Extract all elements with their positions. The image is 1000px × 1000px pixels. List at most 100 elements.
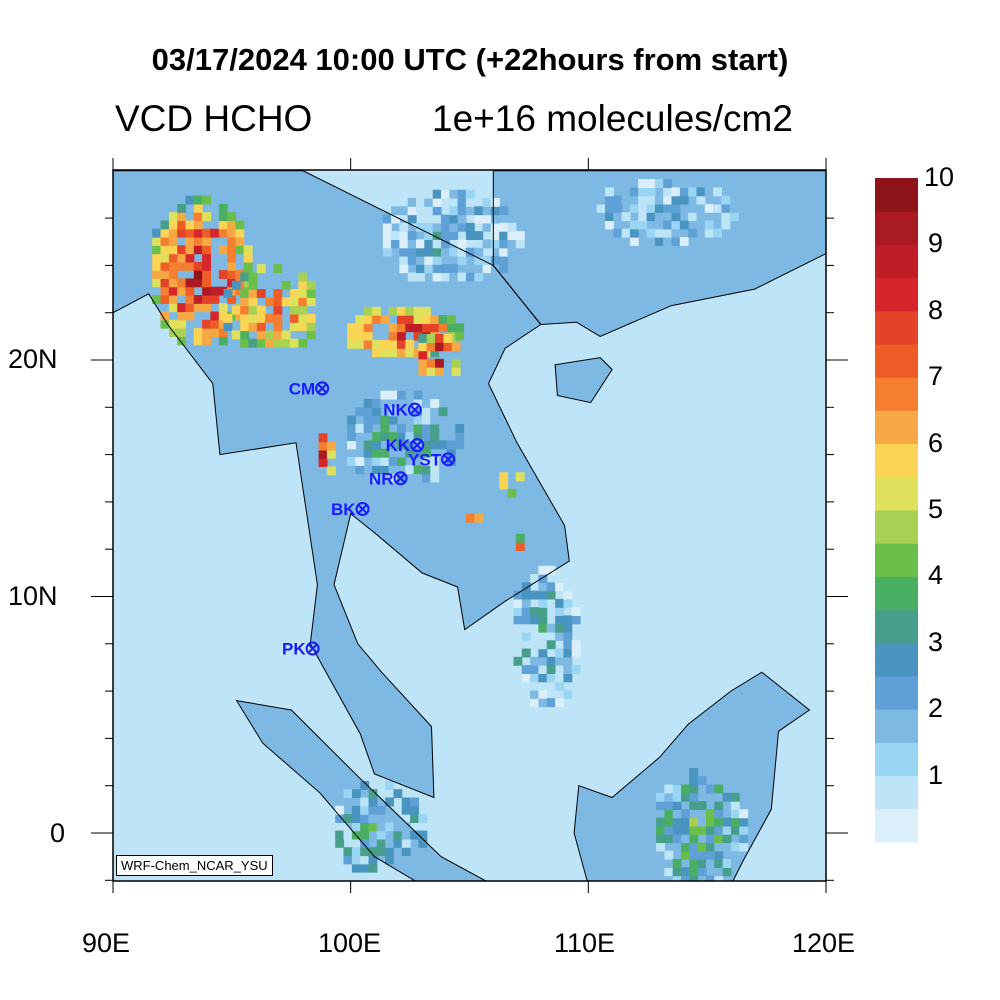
field-cell <box>318 433 328 443</box>
field-cell <box>380 432 390 441</box>
plot-title: 03/17/2024 10:00 UTC (+22hours from star… <box>151 42 789 77</box>
field-cell <box>235 245 245 255</box>
field-cell <box>397 390 406 400</box>
field-cell <box>360 838 370 848</box>
field-cell <box>499 264 509 274</box>
field-cell <box>318 449 328 459</box>
field-cell <box>231 330 241 340</box>
field-cell <box>664 825 674 835</box>
field-cell <box>422 465 431 475</box>
field-cell <box>380 457 390 466</box>
field-cell <box>563 615 573 625</box>
field-cell <box>273 297 283 307</box>
field-cell <box>388 415 398 425</box>
field-cell <box>363 323 373 333</box>
field-cell <box>416 198 425 207</box>
field-cell <box>290 313 299 323</box>
field-cell <box>273 330 283 340</box>
field-cell <box>380 448 390 458</box>
field-cell <box>663 195 673 205</box>
field-cell <box>363 407 373 417</box>
field-cell <box>185 295 195 304</box>
field-cell <box>227 253 236 263</box>
field-cell <box>507 239 517 249</box>
field-cell <box>430 407 440 417</box>
field-cell <box>706 834 715 844</box>
field-cell <box>538 582 548 592</box>
field-cell <box>256 322 266 332</box>
field-cell <box>240 338 250 348</box>
field-cell <box>451 358 461 368</box>
field-cell <box>290 297 299 307</box>
field-cell <box>298 322 308 332</box>
field-cell <box>546 582 556 592</box>
field-cell <box>343 814 353 823</box>
station-marker-icon <box>305 641 320 656</box>
field-cell <box>656 801 665 810</box>
field-cell <box>697 850 707 860</box>
x-tick-label: 110E <box>554 928 616 958</box>
field-cell <box>401 797 411 807</box>
field-cell <box>563 648 573 658</box>
units-label: 1e+16 molecules/cm2 <box>432 98 793 139</box>
field-cell <box>426 358 436 368</box>
colorbar-label: 4 <box>928 560 944 591</box>
field-cell <box>621 228 631 238</box>
field-cell <box>697 825 707 835</box>
field-cell <box>499 206 509 216</box>
field-cell <box>372 339 381 349</box>
field-cell <box>177 253 187 263</box>
field-cell <box>521 607 531 616</box>
field-cell <box>376 805 386 815</box>
field-cell <box>351 863 361 873</box>
field-cell <box>465 272 475 282</box>
field-cell <box>671 203 681 213</box>
field-cell <box>739 817 749 827</box>
field-cell <box>521 623 531 633</box>
field-cell <box>193 212 203 222</box>
field-cell <box>401 805 411 815</box>
field-cell <box>388 440 398 450</box>
field-cell <box>273 338 283 348</box>
field-cell <box>646 195 656 205</box>
field-cell <box>613 203 623 213</box>
field-cell <box>168 319 178 329</box>
field-cell <box>671 195 681 205</box>
field-cell <box>555 615 564 625</box>
field-cell <box>638 195 648 205</box>
field-cell <box>507 222 517 232</box>
field-cell <box>571 665 581 674</box>
field-cell <box>646 237 656 246</box>
field-cell <box>355 323 365 333</box>
field-cell <box>435 358 444 368</box>
field-cell <box>435 342 444 352</box>
field-cell <box>160 270 170 279</box>
field-cell <box>407 206 417 216</box>
field-cell <box>360 781 370 790</box>
field-cell <box>704 187 714 197</box>
field-cell <box>538 623 548 633</box>
field-cell <box>363 423 373 433</box>
field-cell <box>343 847 353 857</box>
field-cell <box>177 278 187 288</box>
field-cell <box>160 319 170 329</box>
field-cell <box>210 311 220 321</box>
field-cell <box>360 863 370 873</box>
field-cell <box>168 228 178 238</box>
field-cell <box>351 847 361 857</box>
field-cell <box>202 278 211 288</box>
field-cell <box>646 187 656 197</box>
field-cell <box>405 306 415 316</box>
field-cell <box>240 289 250 298</box>
field-cell <box>160 261 170 271</box>
field-cell <box>457 222 467 232</box>
field-cell <box>457 198 467 207</box>
field-cell <box>672 825 682 835</box>
field-cell <box>185 245 195 255</box>
field-cell <box>355 465 365 475</box>
field-cell <box>530 615 539 625</box>
field-cell <box>413 331 423 341</box>
field-cell <box>363 331 373 341</box>
field-cell <box>202 328 211 337</box>
field-cell <box>235 237 245 246</box>
